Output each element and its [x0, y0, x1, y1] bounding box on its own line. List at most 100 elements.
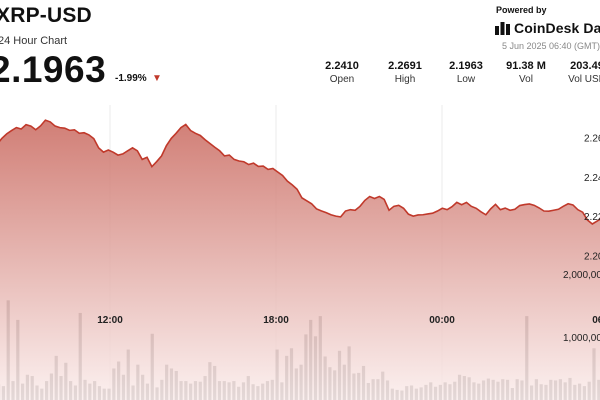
- price-point: [98, 147, 100, 149]
- price-point: [45, 119, 47, 121]
- price-point: [224, 155, 226, 157]
- price-point: [592, 223, 594, 225]
- price-point: [330, 214, 332, 216]
- stat-label: Vol: [519, 74, 533, 85]
- x-tick-label: 12:00: [97, 315, 123, 326]
- price-point: [49, 121, 51, 123]
- price-point: [282, 175, 284, 177]
- price-point: [40, 125, 42, 127]
- price-point: [383, 199, 385, 201]
- price-point: [412, 215, 414, 217]
- volume-y-tick-label: 1,000,000: [563, 333, 600, 344]
- price-point: [471, 206, 473, 208]
- price-point: [229, 154, 231, 156]
- price-point: [500, 209, 502, 211]
- brand-logo[interactable]: CoinDesk Data: [494, 19, 600, 36]
- price-y-tick-label: 2.26: [584, 134, 600, 145]
- price-point: [141, 159, 143, 161]
- price-area: [0, 120, 600, 400]
- price-point: [137, 150, 139, 152]
- price-point: [466, 202, 468, 204]
- price-point: [267, 169, 269, 171]
- price-point: [248, 164, 250, 166]
- stat-value: 2.2691: [388, 60, 422, 72]
- x-tick-label: 00:00: [429, 315, 455, 326]
- price-point: [441, 207, 443, 209]
- x-tick-label: 18:00: [263, 315, 289, 326]
- price-point: [306, 200, 308, 202]
- price-point: [403, 207, 405, 209]
- price-point: [417, 214, 419, 216]
- stat-vol-usd: 203.49 Vol USD: [557, 60, 600, 85]
- price-point: [325, 212, 327, 214]
- price-point: [11, 130, 13, 132]
- price-point: [112, 151, 114, 153]
- price-point: [475, 207, 477, 209]
- price-point: [253, 162, 255, 164]
- price-point: [233, 159, 235, 161]
- price-point: [88, 134, 90, 136]
- price-point: [432, 212, 434, 214]
- price-point: [480, 211, 482, 213]
- price-point: [311, 203, 313, 205]
- price-point: [214, 146, 216, 148]
- stat-high: 2.2691 High: [375, 60, 435, 85]
- stat-low: 2.1963 Low: [436, 60, 496, 85]
- price-point: [16, 127, 18, 129]
- price-point: [345, 210, 347, 212]
- price-point: [272, 168, 274, 170]
- price-point: [6, 133, 8, 135]
- price-point: [287, 180, 289, 182]
- price-y-tick-label: 2.20: [584, 251, 600, 262]
- price-point: [78, 133, 80, 135]
- price-point: [190, 130, 192, 132]
- price-point: [543, 210, 545, 212]
- price-point: [379, 196, 381, 198]
- price-point: [132, 147, 134, 149]
- price-point: [146, 156, 148, 158]
- price-point: [195, 133, 197, 135]
- price-point: [427, 213, 429, 215]
- chart-title: XRP-USD: [0, 4, 92, 27]
- chart-subtitle: 24 Hour Chart: [0, 35, 68, 47]
- price-point: [538, 207, 540, 209]
- price-point: [301, 197, 303, 199]
- price-point: [509, 209, 511, 211]
- price-point: [204, 139, 206, 141]
- price-point: [548, 210, 550, 212]
- timestamp: 5 Jun 2025 06:40 (GMT): [502, 41, 600, 51]
- stat-open: 2.2410 Open: [312, 60, 372, 85]
- price-point: [238, 160, 240, 162]
- price-point: [446, 209, 448, 211]
- price-point: [359, 206, 361, 208]
- price-point: [388, 209, 390, 211]
- price-point: [451, 206, 453, 208]
- price-point: [572, 204, 574, 206]
- price-point: [567, 203, 569, 205]
- price-point: [577, 209, 579, 211]
- price-point: [350, 209, 352, 211]
- volume-y-tick-label: 2,000,000: [563, 270, 600, 281]
- price-point: [291, 184, 293, 186]
- price-point: [398, 205, 400, 207]
- price-point: [54, 125, 56, 127]
- price-point: [393, 206, 395, 208]
- brand-name: CoinDesk Data: [514, 19, 600, 36]
- down-triangle-icon: ▼: [152, 73, 162, 84]
- price-point: [519, 205, 521, 207]
- price-point: [30, 125, 32, 127]
- stat-label: Vol USD: [568, 74, 600, 85]
- price-line: [0, 119, 600, 225]
- price-point: [364, 200, 366, 202]
- price-point: [185, 124, 187, 126]
- price-point: [199, 135, 201, 137]
- price-point: [495, 204, 497, 206]
- price-point: [514, 208, 516, 210]
- stat-label: High: [394, 74, 416, 85]
- price-point: [175, 133, 177, 135]
- price-point: [1, 138, 3, 140]
- price-point: [59, 127, 61, 129]
- price-point: [35, 129, 37, 131]
- y-axis-ticks: 2.26 2.24 2.22 2.20 2,000,000 1,000,000: [563, 134, 600, 344]
